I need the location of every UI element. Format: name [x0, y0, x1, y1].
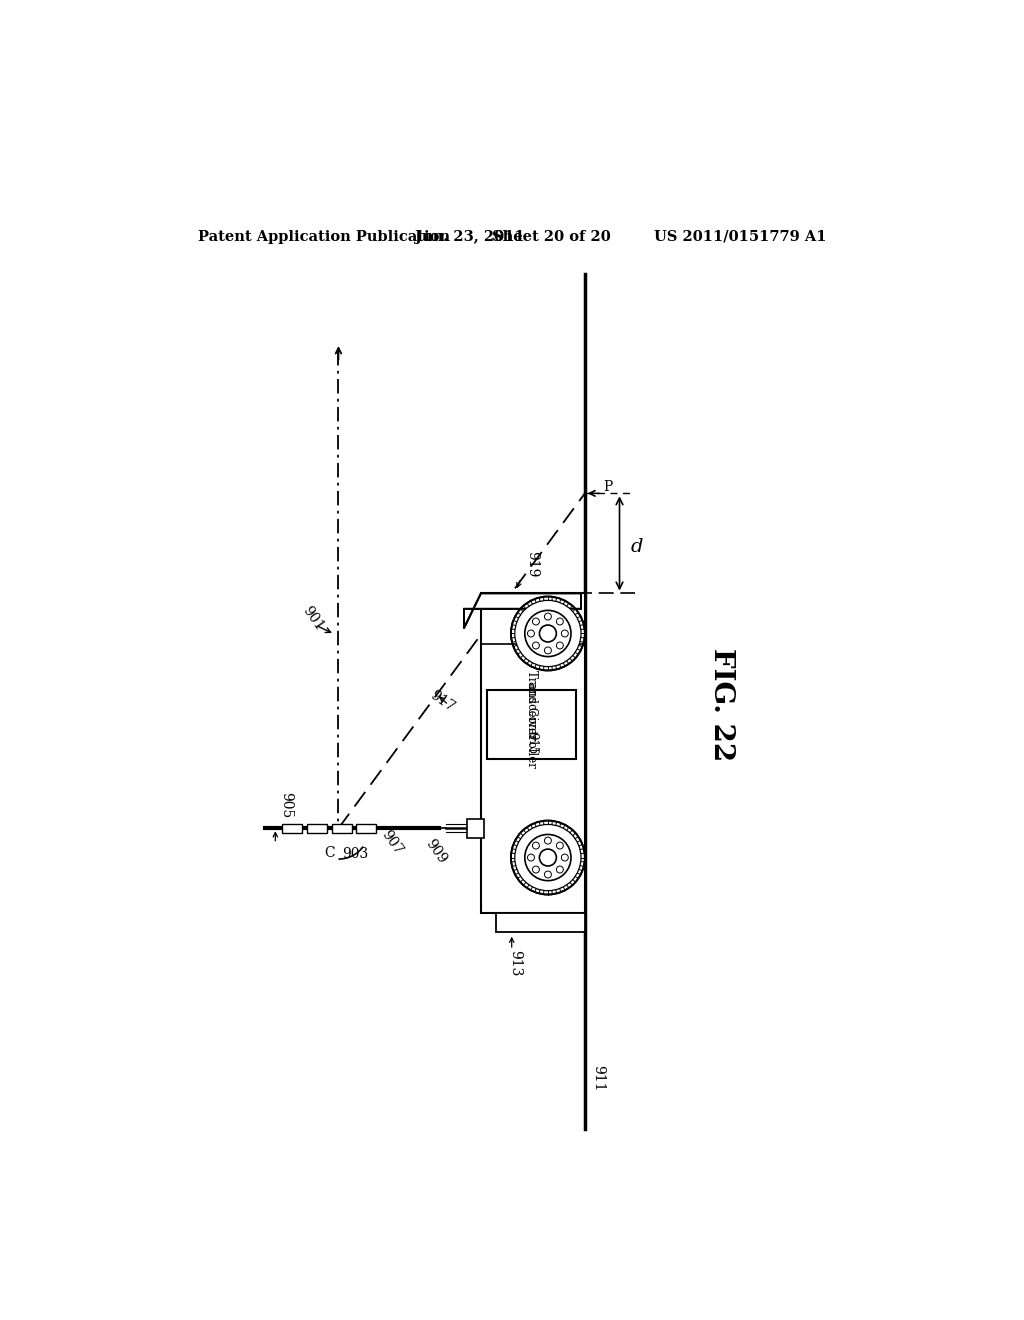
Circle shape [532, 642, 540, 649]
Circle shape [527, 854, 535, 861]
Circle shape [525, 610, 571, 656]
Bar [307, 824, 327, 833]
Bar [332, 824, 351, 833]
Bar [481, 594, 585, 913]
Text: Sheet 20 of 20: Sheet 20 of 20 [493, 230, 611, 244]
Text: Patent Application Publication: Patent Application Publication [199, 230, 451, 244]
Circle shape [515, 825, 581, 891]
Text: 905: 905 [280, 792, 293, 818]
Circle shape [511, 821, 585, 895]
Bar [467, 818, 484, 838]
Text: P: P [603, 480, 612, 494]
Circle shape [532, 618, 540, 624]
Text: 911: 911 [591, 1065, 605, 1092]
Circle shape [527, 630, 535, 638]
Circle shape [561, 630, 568, 638]
Circle shape [556, 618, 563, 624]
Circle shape [545, 647, 551, 653]
Text: 917: 917 [427, 688, 457, 714]
Text: 907: 907 [379, 828, 406, 857]
Circle shape [532, 866, 540, 873]
Text: Transceiver: Transceiver [525, 669, 538, 741]
Circle shape [532, 842, 540, 849]
Circle shape [515, 601, 581, 667]
Circle shape [556, 642, 563, 649]
Circle shape [545, 871, 551, 878]
Circle shape [561, 854, 568, 861]
Text: C: C [325, 846, 335, 859]
Circle shape [545, 837, 551, 843]
Text: 913: 913 [508, 950, 522, 977]
Text: 903: 903 [342, 846, 369, 861]
Text: d: d [631, 539, 643, 556]
Circle shape [511, 597, 585, 671]
Text: US 2011/0151779 A1: US 2011/0151779 A1 [654, 230, 826, 244]
Text: 909: 909 [423, 837, 450, 866]
Circle shape [556, 842, 563, 849]
Circle shape [545, 612, 551, 620]
Circle shape [540, 626, 556, 642]
Text: 901: 901 [300, 605, 327, 634]
Circle shape [540, 849, 556, 866]
Text: Jun. 23, 2011: Jun. 23, 2011 [416, 230, 525, 244]
Bar [283, 824, 302, 833]
Polygon shape [464, 594, 581, 628]
Bar [497, 913, 585, 932]
Bar [487, 689, 575, 759]
Text: 915: 915 [525, 733, 538, 755]
Text: FIG. 22: FIG. 22 [708, 648, 735, 762]
Bar [356, 824, 376, 833]
Text: and Controller: and Controller [525, 681, 538, 768]
Circle shape [556, 866, 563, 873]
Text: 919: 919 [525, 550, 540, 577]
Circle shape [525, 834, 571, 880]
